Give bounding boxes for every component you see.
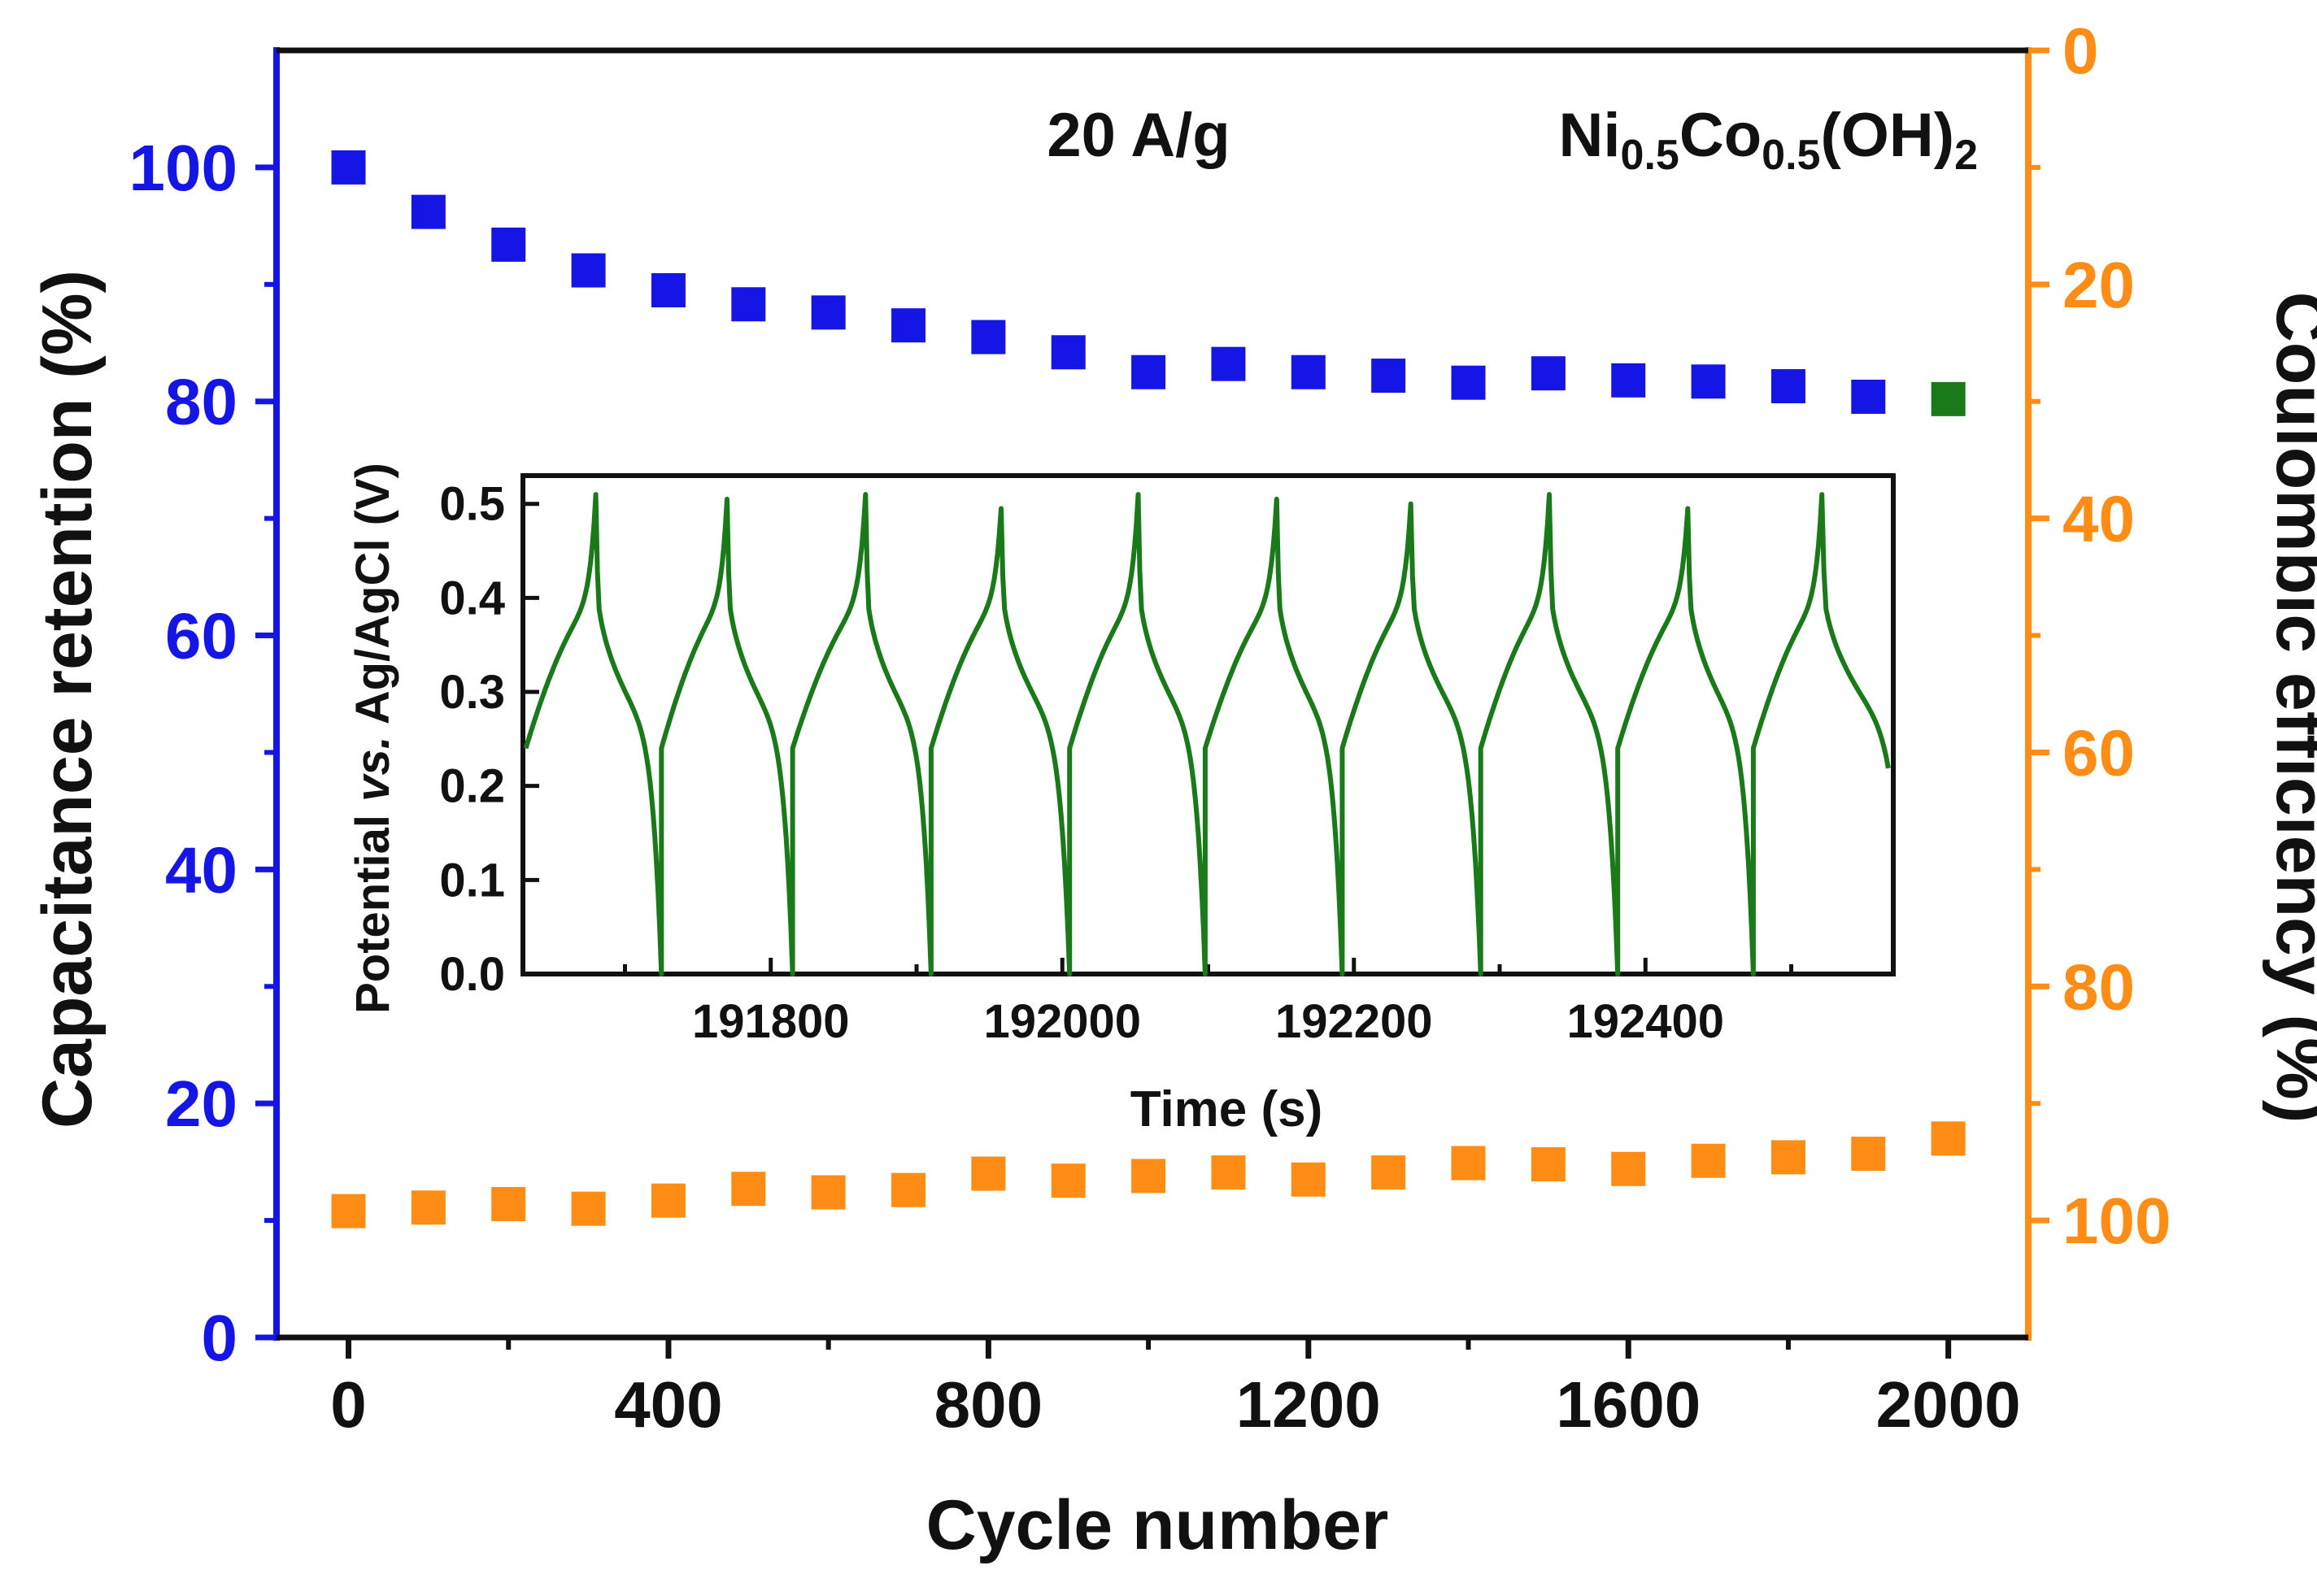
inset-ylabel-italic: vs. — [346, 736, 399, 802]
retention-point — [1211, 346, 1246, 381]
inset-x-tick-label: 192400 — [1566, 995, 1724, 1048]
retention-point — [491, 227, 526, 262]
right-tick-label: 80 — [2062, 950, 2135, 1023]
retention-point — [331, 150, 366, 185]
retention-point — [1051, 335, 1086, 370]
material-sub-2: 0.5 — [1762, 132, 1820, 179]
x-tick-label: 400 — [614, 1368, 722, 1441]
retention-point — [1931, 381, 1966, 416]
retention-point — [1531, 356, 1566, 391]
retention-point — [891, 308, 926, 343]
left-axis-ticks: 0 20 40 60 80 100 — [129, 132, 277, 1374]
efficiency-point — [1770, 1140, 1805, 1175]
left-tick-label: 0 — [202, 1302, 238, 1374]
right-tick-label: 0 — [2062, 15, 2099, 87]
efficiency-point — [731, 1172, 766, 1207]
left-tick-label: 20 — [165, 1068, 237, 1140]
x-tick-label: 1200 — [1236, 1368, 1381, 1441]
retention-point — [1451, 365, 1486, 400]
material-ni: Ni — [1559, 101, 1621, 170]
x-tick-label: 2000 — [1876, 1368, 2021, 1441]
inset-ylabel-main: Potential — [346, 802, 399, 1014]
x-tick-label: 1600 — [1556, 1368, 1701, 1441]
retention-point — [411, 194, 446, 229]
inset-gcd-curve — [523, 492, 1891, 976]
efficiency-point — [651, 1183, 686, 1218]
right-tick-label: 100 — [2062, 1185, 2171, 1257]
retention-point — [1611, 363, 1646, 398]
material-oh: (OH) — [1820, 101, 1954, 170]
right-tick-label: 40 — [2062, 483, 2135, 555]
inset-y-tick-label: 0.4 — [439, 572, 505, 624]
retention-point — [971, 320, 1006, 354]
left-tick-label: 40 — [165, 833, 237, 906]
efficiency-point — [811, 1175, 846, 1210]
inset-y-axis-ticks: 0.0 0.1 0.2 0.3 0.4 0.5 — [439, 478, 539, 1001]
efficiency-point — [1531, 1147, 1566, 1182]
material-sub-1: 0.5 — [1621, 132, 1679, 179]
retention-point — [571, 253, 606, 288]
x-tick-label: 800 — [934, 1368, 1043, 1441]
retention-point — [1371, 359, 1406, 394]
left-tick-label: 100 — [129, 132, 237, 204]
efficiency-point — [1051, 1163, 1086, 1198]
efficiency-point — [411, 1190, 446, 1225]
inset-y-tick-label: 0.2 — [439, 760, 505, 813]
x-axis-title: Cycle number — [926, 1486, 1389, 1564]
retention-point — [651, 273, 686, 308]
right-tick-label: 20 — [2062, 249, 2135, 321]
inset-x-tick-label: 192200 — [1275, 995, 1433, 1048]
efficiency-point — [891, 1172, 926, 1207]
retention-point — [1691, 364, 1726, 399]
inset-x-axis-ticks: 191800 192000 192200 192400 — [622, 958, 1794, 1048]
inset-y-tick-label: 0.3 — [439, 666, 505, 719]
left-tick-label: 60 — [165, 600, 237, 672]
material-annotation: Ni0.5Co0.5(OH)2 — [1559, 101, 1978, 179]
retention-point — [1131, 354, 1166, 389]
material-sub-3: 2 — [1954, 132, 1978, 179]
left-tick-label: 80 — [165, 366, 237, 438]
inset-x-axis-title: Time (s) — [1130, 1081, 1323, 1137]
x-axis-ticks: 0 400 800 1200 1600 2000 — [330, 1337, 2021, 1441]
main-plot: 0 400 800 1200 1600 2000 0 20 40 60 80 100 0 20 40 60… — [28, 15, 2317, 1564]
inset-x-tick-label: 191800 — [692, 995, 850, 1048]
efficiency-point — [1131, 1159, 1166, 1194]
x-tick-label: 0 — [330, 1368, 367, 1441]
right-tick-label: 60 — [2062, 716, 2135, 789]
retention-point — [1851, 379, 1886, 414]
efficiency-point — [1851, 1137, 1886, 1172]
inset-chart: 191800 192000 192200 192400 0.0 0.1 0.2 0.3 0.4… — [346, 463, 1896, 1137]
efficiency-point — [491, 1186, 526, 1221]
right-axis-ticks: 0 20 40 60 80 100 — [2028, 15, 2171, 1257]
efficiency-series — [331, 1121, 1966, 1229]
left-axis-title: Capacitance retention (%) — [28, 270, 107, 1129]
efficiency-point — [1211, 1155, 1246, 1190]
retention-point — [1770, 369, 1805, 404]
rate-annotation: 20 A/g — [1047, 101, 1230, 170]
efficiency-point — [1691, 1143, 1726, 1178]
inset-x-tick-label: 192000 — [983, 995, 1141, 1048]
efficiency-point — [331, 1194, 366, 1229]
retention-series — [331, 150, 1966, 416]
inset-y-axis-title: Potential vs. Ag/AgCl (V) — [346, 463, 399, 1014]
efficiency-point — [1611, 1151, 1646, 1186]
right-axis-title: Coulombic efficiency (%) — [2262, 292, 2317, 1124]
efficiency-point — [1371, 1155, 1406, 1190]
efficiency-point — [1291, 1162, 1326, 1197]
efficiency-point — [571, 1191, 606, 1226]
efficiency-point — [1931, 1121, 1966, 1156]
inset-y-tick-label: 0.0 — [439, 948, 505, 1001]
retention-point — [731, 287, 766, 322]
retention-point — [811, 295, 846, 330]
inset-y-tick-label: 0.5 — [439, 478, 505, 531]
material-co: Co — [1679, 101, 1762, 170]
retention-point — [1291, 354, 1326, 389]
efficiency-point — [1451, 1146, 1486, 1181]
inset-y-tick-label: 0.1 — [439, 854, 505, 907]
inset-ylabel-tail: Ag/AgCl (V) — [346, 463, 399, 736]
efficiency-point — [971, 1156, 1006, 1191]
